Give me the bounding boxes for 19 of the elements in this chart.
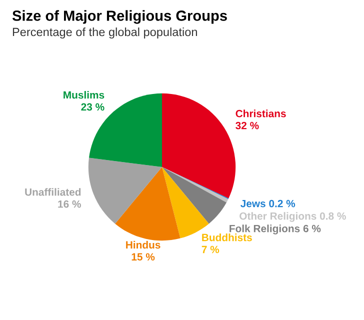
chart-title: Size of Major Religious Groups xyxy=(12,10,227,24)
pie-slice xyxy=(115,167,180,241)
pie-slice xyxy=(88,158,162,224)
slice-label: Christians xyxy=(236,110,286,118)
slice-label: Muslims xyxy=(64,91,104,99)
data-label: 16 % xyxy=(58,200,81,208)
chart-subtitle: Percentage of the global population xyxy=(12,28,197,38)
slice-label: Other Religions 0.8 % xyxy=(240,212,346,222)
slice-label: Hindus xyxy=(126,240,160,249)
pie-slice xyxy=(162,93,236,198)
slice-label: Unaffiliated xyxy=(25,188,81,196)
pie-slice xyxy=(162,167,226,224)
data-label: 15 % xyxy=(132,253,155,261)
slice-label: Buddhists xyxy=(202,234,252,242)
slice-label: Folk Religions 6 % xyxy=(230,224,321,234)
data-label: 23 % xyxy=(81,103,104,111)
data-label: 7 % xyxy=(202,246,220,254)
slice-label: Jews 0.2 % xyxy=(240,200,296,208)
data-label: 32 % xyxy=(236,122,259,130)
